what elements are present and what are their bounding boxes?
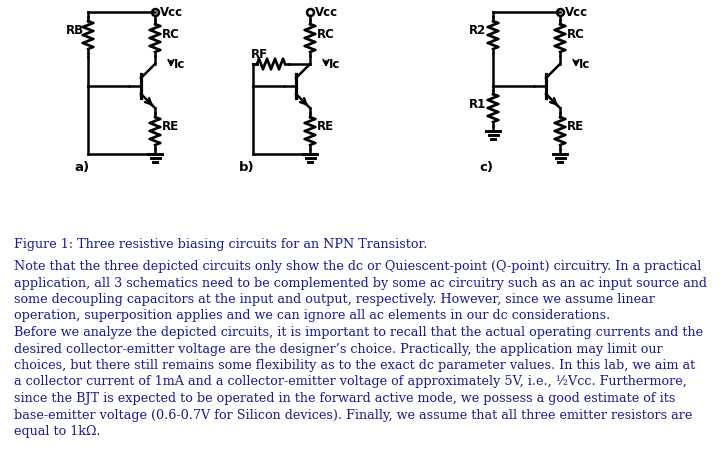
Text: RE: RE [317,120,334,133]
Text: RE: RE [162,120,179,133]
Text: since the BJT is expected to be operated in the forward active mode, we possess : since the BJT is expected to be operated… [14,392,675,405]
Text: Vcc: Vcc [565,5,588,19]
Text: operation, superposition applies and we can ignore all ac elements in our dc con: operation, superposition applies and we … [14,310,610,322]
Text: desired collector-emitter voltage are the designer’s choice. Practically, the ap: desired collector-emitter voltage are th… [14,342,662,355]
Text: Vcc: Vcc [315,5,338,19]
Text: Vcc: Vcc [160,5,183,19]
Text: RC: RC [317,28,335,40]
Text: c): c) [479,161,493,174]
Text: equal to 1kΩ.: equal to 1kΩ. [14,425,100,438]
Text: RE: RE [567,120,584,133]
Text: choices, but there still remains some flexibility as to the exact dc parameter v: choices, but there still remains some fl… [14,359,696,372]
Text: Ic: Ic [329,58,341,70]
Text: a): a) [74,161,89,174]
Text: R1: R1 [469,98,487,110]
Text: Figure 1: Three resistive biasing circuits for an NPN Transistor.: Figure 1: Three resistive biasing circui… [14,238,427,251]
Text: Note that the three depicted circuits only show the dc or Quiescent-point (Q-poi: Note that the three depicted circuits on… [14,260,701,273]
Text: RB: RB [66,25,84,38]
Text: Ic: Ic [579,58,591,70]
Text: some decoupling capacitors at the input and output, respectively. However, since: some decoupling capacitors at the input … [14,293,655,306]
Text: R2: R2 [469,25,487,38]
Text: b): b) [239,161,254,174]
Text: Before we analyze the depicted circuits, it is important to recall that the actu: Before we analyze the depicted circuits,… [14,326,703,339]
Text: RF: RF [251,48,268,60]
Text: application, all 3 schematics need to be complemented by some ac circuitry such : application, all 3 schematics need to be… [14,276,707,290]
Text: Ic: Ic [174,58,185,70]
Text: base-emitter voltage (0.6-0.7V for Silicon devices). Finally, we assume that all: base-emitter voltage (0.6-0.7V for Silic… [14,409,693,421]
Text: RC: RC [162,28,180,40]
Text: RC: RC [567,28,585,40]
Text: a collector current of 1mA and a collector-emitter voltage of approximately 5V, : a collector current of 1mA and a collect… [14,375,687,389]
